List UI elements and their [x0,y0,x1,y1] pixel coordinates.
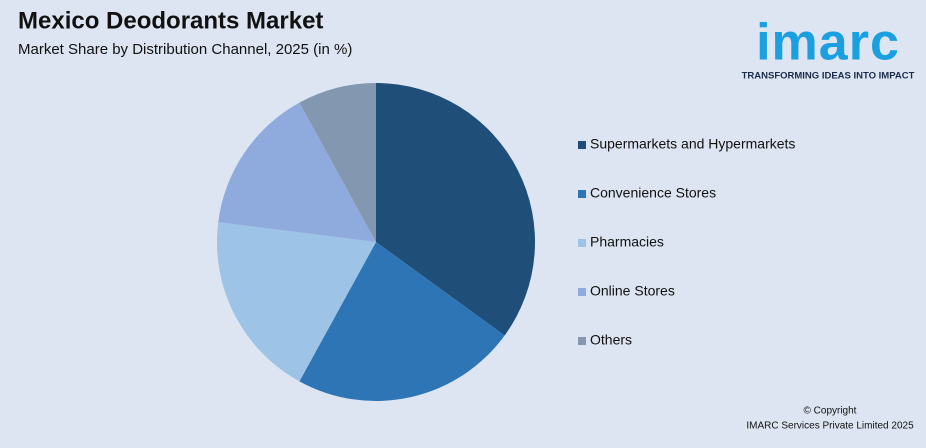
company: IMARC Services Private Limited 2025 [746,421,914,432]
legend-label: Convenience Stores [590,185,716,201]
legend-label: Supermarkets and Hypermarkets [590,136,795,152]
pie-slice [376,83,535,336]
pie-slice [299,242,505,401]
pie-slice [218,102,376,242]
copyright: © Copyright [804,406,857,417]
legend-label: Others [590,332,632,348]
logo-name: imarc [756,14,900,72]
legend-swatch [578,190,586,198]
legend-swatch [578,239,586,247]
legend-label: Online Stores [590,283,675,299]
chart-title: Mexico Deodorants Market [18,7,323,34]
legend-label: Pharmacies [590,234,664,250]
pie-slice [299,83,376,242]
legend-swatch [578,288,586,296]
chart-subtitle: Market Share by Distribution Channel, 20… [18,41,352,58]
legend-swatch [578,337,586,345]
legend-swatch [578,141,586,149]
logo-tagline: TRANSFORMING IDEAS INTO IMPACT [742,71,915,82]
pie-slice [217,222,376,382]
